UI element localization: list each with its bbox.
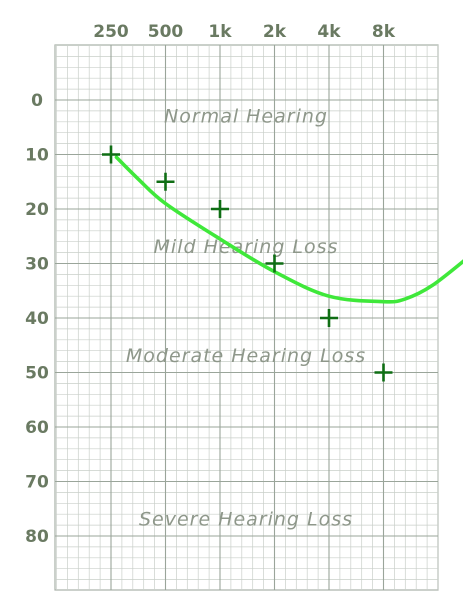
x-tick-labels: 250 500 1k 2k 4k 8k — [93, 22, 396, 42]
y-tick-label: 70 — [25, 473, 49, 493]
y-tick-label: 30 — [25, 255, 49, 275]
y-tick-label: 0 — [31, 91, 43, 111]
threshold-marker — [102, 145, 120, 164]
zone-label: Severe Hearing Loss — [139, 509, 353, 531]
y-tick-labels: 0 10 20 30 40 50 60 70 80 — [25, 91, 49, 547]
hearing-curve-line — [114, 155, 463, 304]
threshold-marker — [211, 200, 229, 218]
x-tick-label: 8k — [372, 22, 396, 42]
series-markers — [102, 145, 393, 382]
zone-label: Moderate Hearing Loss — [126, 345, 366, 367]
threshold-marker — [265, 254, 284, 273]
threshold-marker — [156, 172, 175, 191]
x-tick-label: 1k — [208, 22, 232, 42]
threshold-marker — [374, 363, 393, 382]
x-tick-label: 4k — [317, 22, 341, 42]
y-tick-label: 60 — [25, 418, 49, 438]
y-tick-label: 20 — [25, 200, 49, 220]
zone-label: Normal Hearing — [164, 105, 328, 127]
y-tick-label: 80 — [25, 527, 49, 547]
chart-grid — [54, 44, 439, 591]
zone-labels: Normal Hearing Mild Hearing Loss Moderate … — [126, 105, 366, 531]
x-tick-label: 500 — [148, 22, 184, 42]
threshold-marker — [320, 309, 338, 327]
y-tick-label: 40 — [25, 309, 49, 329]
y-tick-label: 10 — [25, 146, 49, 166]
y-tick-label: 50 — [25, 364, 49, 384]
zone-label: Mild Hearing Loss — [154, 236, 339, 258]
x-tick-label: 2k — [263, 22, 287, 42]
series-curves — [114, 155, 463, 304]
x-tick-label: 250 — [93, 22, 129, 42]
